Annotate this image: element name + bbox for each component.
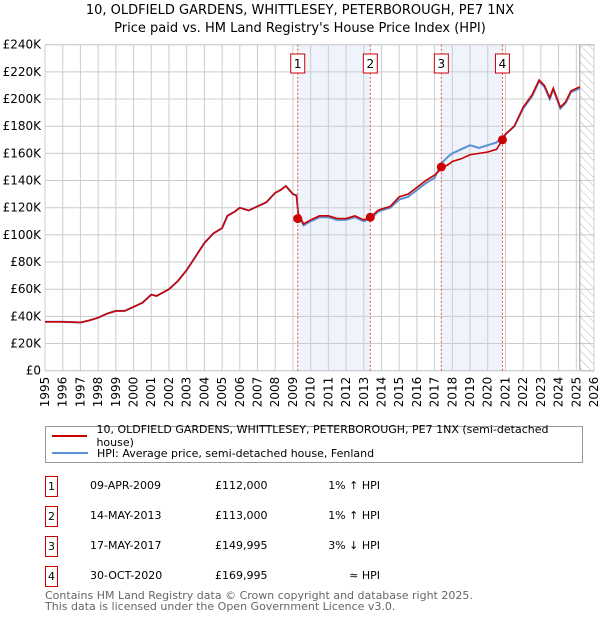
y-tick-label: £180K <box>3 119 43 133</box>
x-tick-label: 2004 <box>197 377 211 408</box>
legend-label: 10, OLDFIELD GARDENS, WHITTLESEY, PETERB… <box>96 423 549 449</box>
sale-number: 2 <box>45 506 58 527</box>
sale-price: £112,000 <box>215 479 268 492</box>
x-tick-label: 1999 <box>109 377 123 408</box>
sale-number: 3 <box>45 536 58 557</box>
sale-hpi-diff: 3% ↓ HPI <box>328 539 380 552</box>
x-tick-label: 2002 <box>162 377 176 408</box>
sale-date: 14-MAY-2013 <box>90 509 162 522</box>
x-tick-label: 1998 <box>91 377 105 408</box>
sale-point <box>365 212 375 222</box>
x-tick-label: 2025 <box>569 377 583 408</box>
x-tick-label: 1997 <box>73 377 87 408</box>
sale-marker-box <box>494 53 510 74</box>
x-tick-label: 2023 <box>534 377 548 408</box>
sale-row: 4 30-OCT-2020 £169,995 ≈ HPI <box>45 566 445 587</box>
legend-item-hpi: HPI: Average price, semi-detached house,… <box>52 445 374 461</box>
legend-swatch <box>52 435 88 437</box>
y-tick-label: £240K <box>3 38 43 52</box>
forecast-hatch <box>579 44 595 372</box>
sale-marker-number: 3 <box>438 57 446 71</box>
y-tick-label: £120K <box>3 201 43 215</box>
sale-point <box>293 214 303 224</box>
x-tick-label: 2001 <box>144 377 158 408</box>
sale-marker-box <box>362 53 378 74</box>
x-tick-label: 2014 <box>374 377 388 408</box>
x-tick-label: 2000 <box>127 377 141 408</box>
x-tick-label: 2016 <box>410 377 424 408</box>
x-tick-label: 2020 <box>481 377 495 408</box>
x-tick-label: 2024 <box>552 377 566 408</box>
sale-date: 17-MAY-2017 <box>90 539 162 552</box>
x-tick-label: 2007 <box>251 377 265 408</box>
x-tick-label: 1996 <box>56 377 70 408</box>
sale-point <box>436 162 446 172</box>
x-tick-label: 2026 <box>587 377 600 408</box>
x-tick-label: 2018 <box>445 377 459 408</box>
x-tick-label: 2010 <box>304 377 318 408</box>
sale-hpi-diff: 1% ↑ HPI <box>328 509 380 522</box>
sale-price: £169,995 <box>215 569 268 582</box>
y-tick-label: £40K <box>10 309 42 323</box>
x-tick-label: 2005 <box>215 377 229 408</box>
x-tick-label: 2009 <box>286 377 300 408</box>
sale-row: 1 09-APR-2009 £112,000 1% ↑ HPI <box>45 476 445 497</box>
sale-date: 09-APR-2009 <box>90 479 162 492</box>
sale-hpi-diff: ≈ HPI <box>349 569 380 582</box>
x-tick-label: 2008 <box>268 377 282 408</box>
y-tick-label: £0 <box>26 364 41 378</box>
sale-number: 4 <box>45 566 58 587</box>
y-tick-label: £160K <box>3 146 43 160</box>
sale-marker-number: 4 <box>499 57 507 71</box>
x-tick-label: 2013 <box>357 377 371 408</box>
x-tick-label: 2006 <box>233 377 247 408</box>
footer: Contains HM Land Registry data © Crown c… <box>45 590 473 612</box>
x-tick-label: 2017 <box>428 377 442 408</box>
footer-line: Contains HM Land Registry data © Crown c… <box>45 589 473 602</box>
sale-marker-number: 2 <box>367 57 375 71</box>
sale-row: 2 14-MAY-2013 £113,000 1% ↑ HPI <box>45 506 445 527</box>
x-tick-label: 1995 <box>38 377 52 408</box>
sale-marker-box <box>290 53 306 74</box>
sale-number: 1 <box>45 476 58 497</box>
sale-hpi-diff: 1% ↑ HPI <box>328 479 380 492</box>
legend-item-property: 10, OLDFIELD GARDENS, WHITTLESEY, PETERB… <box>52 423 582 449</box>
chart-title: 10, OLDFIELD GARDENS, WHITTLESEY, PETERB… <box>85 3 515 18</box>
footer-line: This data is licensed under the Open Gov… <box>45 600 396 613</box>
y-tick-label: £60K <box>10 282 42 296</box>
legend-label: HPI: Average price, semi-detached house,… <box>97 446 375 460</box>
sale-marker-number: 1 <box>294 57 302 71</box>
sale-row: 3 17-MAY-2017 £149,995 3% ↓ HPI <box>45 536 445 557</box>
x-tick-label: 2021 <box>498 377 512 408</box>
sale-price: £113,000 <box>215 509 268 522</box>
x-tick-label: 2015 <box>392 377 406 408</box>
x-tick-label: 2022 <box>516 377 530 408</box>
x-tick-label: 2012 <box>339 377 353 408</box>
price-chart: £0 £20K £40K £60K £80K £100K £120K £140K £160K £1… <box>3 38 600 408</box>
x-tick-label: 2011 <box>321 377 335 408</box>
x-tick-label: 2003 <box>180 377 194 408</box>
chart-subtitle: Price paid vs. HM Land Registry's House … <box>114 21 486 36</box>
y-tick-label: £100K <box>3 228 43 242</box>
legend: 10, OLDFIELD GARDENS, WHITTLESEY, PETERB… <box>45 423 583 463</box>
y-tick-label: £80K <box>10 255 42 269</box>
x-tick-label: 2019 <box>463 377 477 408</box>
sale-marker-box <box>433 53 449 74</box>
y-tick-label: £140K <box>3 174 43 188</box>
y-tick-label: £200K <box>3 92 43 106</box>
y-tick-label: £20K <box>10 337 42 351</box>
sale-price: £149,995 <box>215 539 268 552</box>
sale-date: 30-OCT-2020 <box>90 569 163 582</box>
sale-point <box>497 135 507 145</box>
legend-swatch <box>52 452 88 454</box>
plot-frame <box>44 44 595 372</box>
y-tick-label: £220K <box>3 65 43 79</box>
